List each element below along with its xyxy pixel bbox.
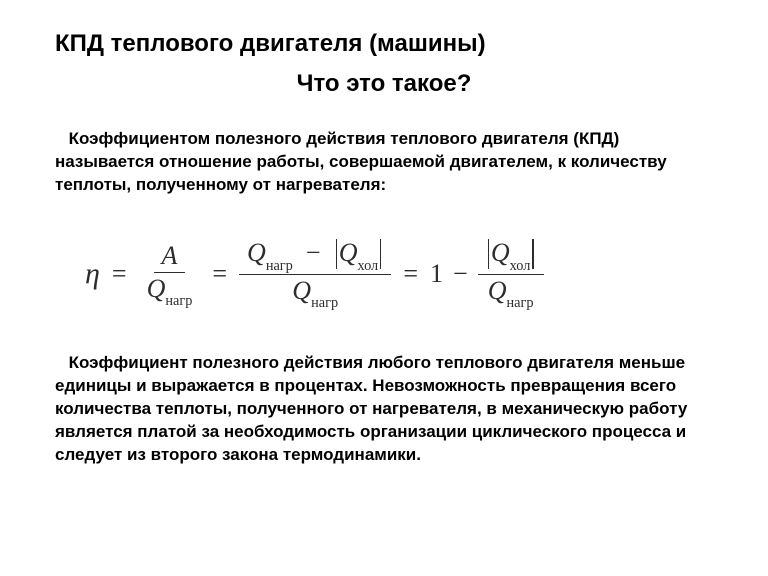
page-title: КПД теплового двигателя (машины) bbox=[55, 30, 713, 58]
explanation-paragraph: Коэффициент полезного действия любого те… bbox=[55, 352, 713, 467]
subscript-hol-2: хол bbox=[510, 258, 531, 274]
symbol-Q-hol-2: Q bbox=[491, 238, 510, 267]
fraction-3: Qхол Qнагр bbox=[478, 237, 544, 311]
symbol-Q-nagr-1: Q bbox=[147, 274, 166, 303]
symbol-Q-nagr-4: Q bbox=[488, 276, 507, 305]
slide: КПД теплового двигателя (машины) Что это… bbox=[0, 0, 768, 576]
equals-2: = bbox=[210, 259, 229, 289]
page-subtitle: Что это такое? bbox=[55, 70, 713, 98]
subscript-nagr-1: нагр bbox=[165, 293, 192, 309]
efficiency-formula: η = A Qнагр = Qнагр − Qхол bbox=[85, 237, 544, 311]
abs-Qhol-2: Qхол bbox=[486, 238, 536, 267]
symbol-A: A bbox=[162, 241, 178, 270]
symbol-eta: η bbox=[85, 257, 100, 291]
definition-paragraph: Коэффициентом полезного действия теплово… bbox=[55, 128, 713, 197]
equals-1: = bbox=[110, 259, 129, 289]
symbol-Q-nagr-3: Q bbox=[292, 276, 311, 305]
subscript-nagr-3: нагр bbox=[311, 295, 338, 311]
formula-block: η = A Qнагр = Qнагр − Qхол bbox=[85, 222, 605, 327]
fraction-2: Qнагр − Qхол Qнагр bbox=[239, 237, 391, 311]
symbol-Q-nagr-2: Q bbox=[247, 238, 266, 267]
subscript-hol-1: хол bbox=[357, 258, 378, 274]
subscript-nagr-4: нагр bbox=[507, 295, 534, 311]
equals-3: = bbox=[401, 259, 420, 289]
symbol-Q-hol-1: Q bbox=[339, 238, 358, 267]
subscript-nagr-2: нагр bbox=[266, 258, 293, 274]
one: 1 bbox=[430, 259, 443, 289]
abs-Qhol-1: Qхол bbox=[334, 238, 384, 267]
fraction-1: A Qнагр bbox=[139, 240, 201, 309]
minus-1: − bbox=[306, 238, 321, 267]
minus-2: − bbox=[453, 259, 468, 289]
